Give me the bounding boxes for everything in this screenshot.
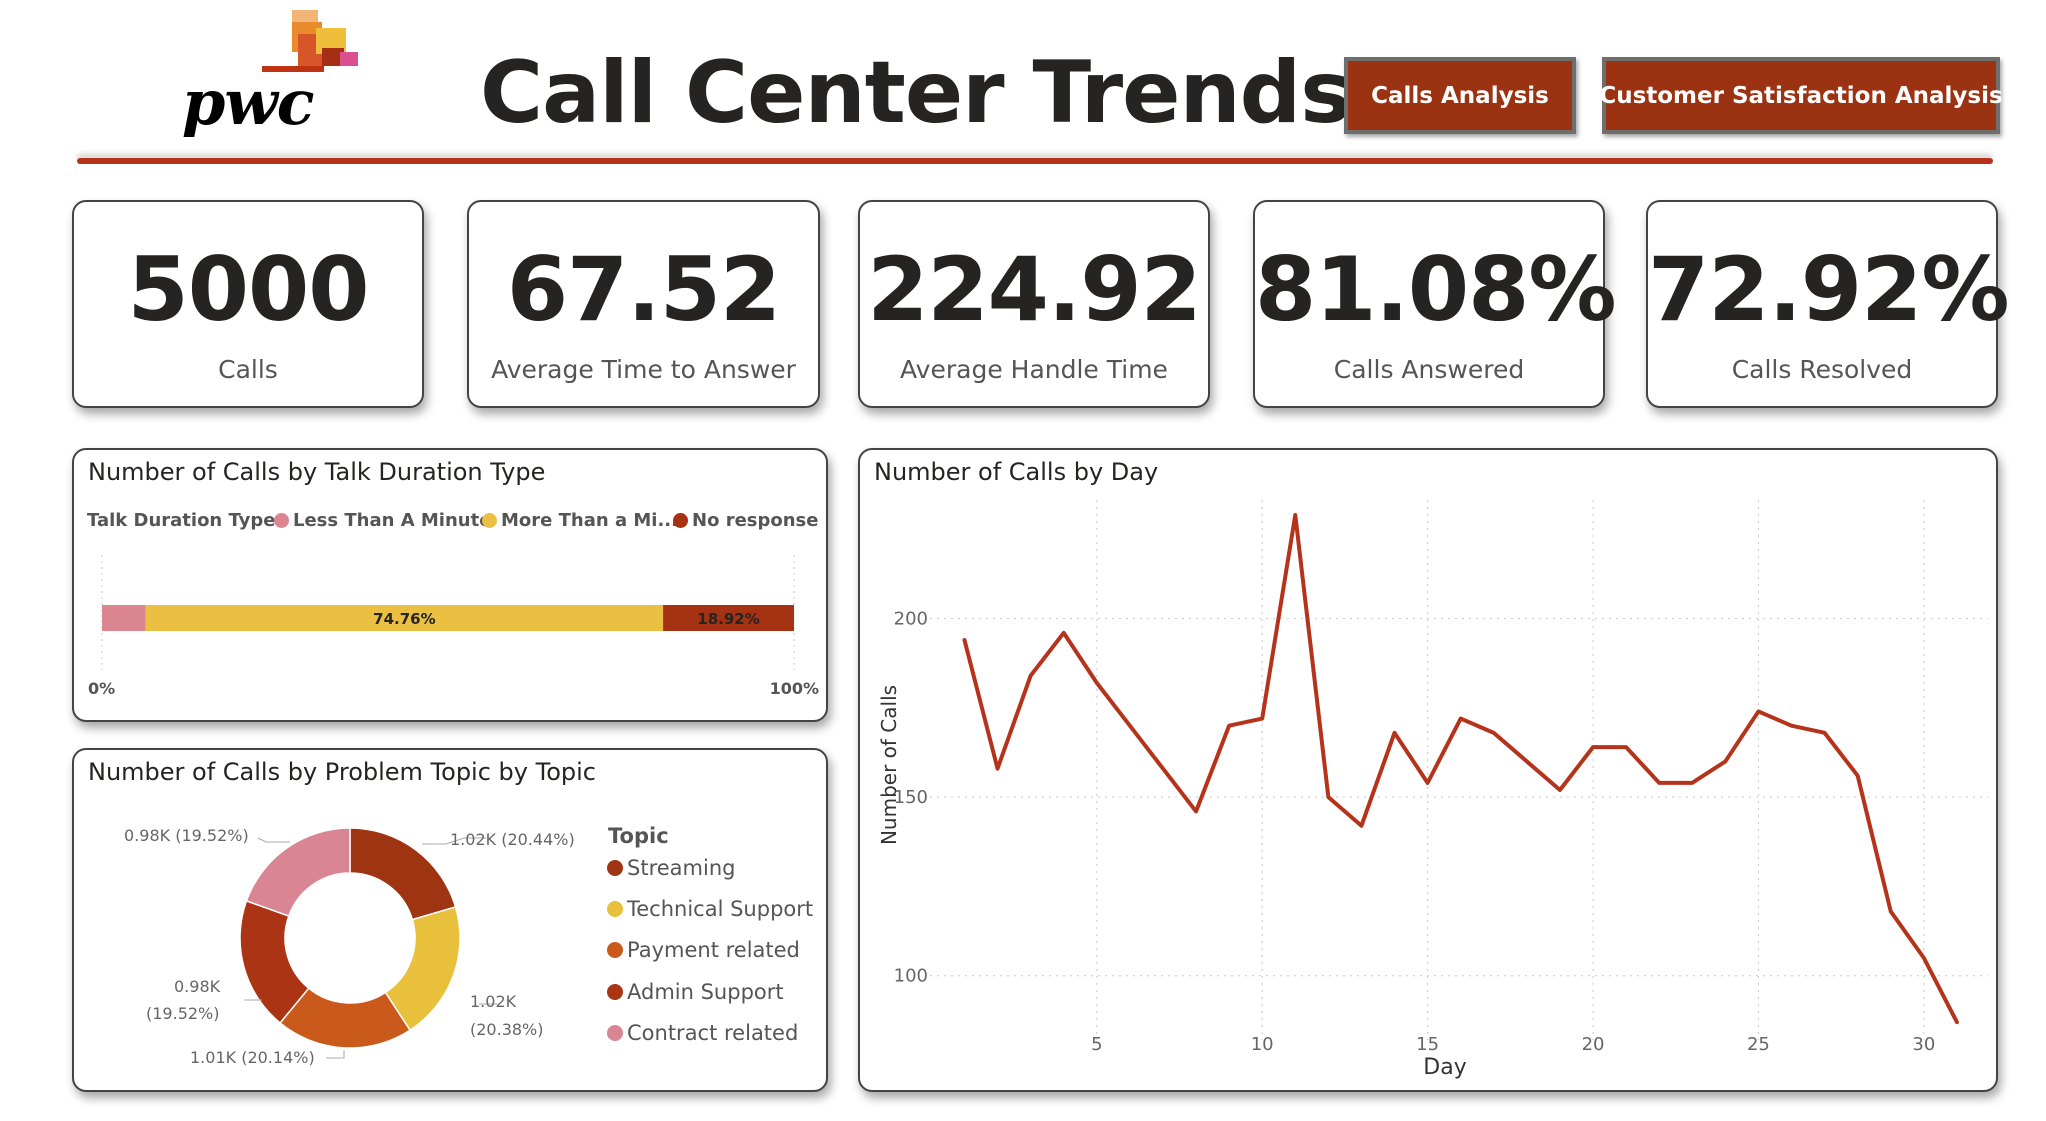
legend-dot-icon: [673, 513, 688, 528]
bar-data-label: 74.76%: [373, 610, 435, 628]
legend-label: Payment related: [627, 938, 800, 962]
kpi-label: Calls: [218, 355, 278, 384]
legend-item-streaming[interactable]: Streaming: [607, 856, 735, 880]
kpi-card-calls: 5000 Calls: [72, 200, 424, 408]
leader-line: [326, 1050, 345, 1059]
kpi-label: Calls Answered: [1333, 355, 1525, 384]
donut-slice-contract-related[interactable]: [245, 827, 351, 918]
legend-item-payment-related[interactable]: Payment related: [607, 938, 800, 962]
legend-label: Admin Support: [627, 980, 784, 1004]
kpi-card-calls-answered: 81.08% Calls Answered: [1253, 200, 1617, 408]
legend-item-admin-support[interactable]: Admin Support: [607, 980, 784, 1004]
legend-dot-icon: [274, 513, 289, 528]
header-divider: [77, 158, 1993, 164]
kpi-value: 5000: [127, 238, 370, 341]
legend-item-contract-related[interactable]: Contract related: [607, 1021, 798, 1045]
series-line-number-of-calls: [962, 513, 1959, 1025]
legend-dot-icon: [607, 1025, 623, 1041]
legend-item-technical-support[interactable]: Technical Support: [607, 897, 813, 921]
topic-legend-title: Topic: [608, 824, 669, 848]
page-title: Call Center Trends: [480, 43, 1351, 143]
slice-label-admin-value: 0.98K: [174, 977, 221, 996]
y-axis-label: Number of Calls: [877, 685, 901, 845]
problem-topic-panel: Number of Calls by Problem Topic by Topi…: [72, 748, 828, 1092]
x-tick-label: 15: [1416, 1034, 1439, 1055]
kpi-value: 224.92: [867, 238, 1202, 341]
kpi-label: Average Time to Answer: [491, 355, 796, 384]
legend-label: No response: [692, 510, 819, 531]
kpi-value: 67.52: [506, 238, 781, 341]
slice-label-streaming: 1.02K (20.44%): [450, 830, 575, 849]
talk-duration-panel: Number of Calls by Talk Duration Type Ta…: [72, 448, 828, 722]
kpi-value: 72.92%: [1648, 238, 2010, 341]
legend-item-no-response[interactable]: No response: [673, 510, 818, 531]
x-axis-label: Day: [1423, 1055, 1466, 1080]
calls-by-day-title: Number of Calls by Day: [874, 458, 1159, 486]
x-tick-label: 5: [1091, 1034, 1102, 1055]
customer-satisfaction-label: Customer Satisfaction Analysis: [1599, 82, 2003, 109]
problem-topic-donut-chart: 1.02K (20.44%) 1.02K (20.38%) 1.01K (20.…: [124, 826, 575, 1067]
legend-dot-icon: [607, 984, 623, 1000]
bar-segment-less-than-a-minute[interactable]: [102, 605, 146, 631]
kpi-card-average-handle-time: 224.92 Average Handle Time: [858, 200, 1210, 408]
x-tick-label: 20: [1582, 1034, 1605, 1055]
legend-label: Contract related: [627, 1021, 799, 1045]
axis-max-label: 100%: [770, 679, 819, 698]
legend-item-more-than-a-minute[interactable]: More Than a Mi...: [482, 510, 678, 531]
y-tick-label: 150: [894, 787, 928, 808]
bar-segment-no-response[interactable]: [663, 605, 794, 631]
slice-label-technical-percent: (20.38%): [470, 1020, 544, 1039]
x-tick-label: 10: [1251, 1034, 1274, 1055]
donut-slice-streaming[interactable]: [349, 827, 457, 921]
x-tick-label: 25: [1747, 1034, 1770, 1055]
bar-data-label: 18.92%: [697, 610, 759, 628]
legend-dot-icon: [607, 942, 623, 958]
kpi-card-calls-resolved: 72.92% Calls Resolved: [1646, 200, 2010, 408]
legend-label: Streaming: [627, 856, 736, 880]
legend-label: Less Than A Minute: [293, 510, 492, 531]
legend-label: Technical Support: [627, 897, 814, 921]
slice-label-admin-percent: (19.52%): [146, 1004, 220, 1023]
logo-text: pwc: [182, 66, 314, 139]
leader-line: [422, 837, 486, 845]
slice-label-payment: 1.01K (20.14%): [190, 1048, 315, 1067]
kpi-card-average-time-to-answer: 67.52 Average Time to Answer: [467, 200, 820, 408]
x-tick-label: 30: [1912, 1034, 1935, 1055]
talk-duration-chart: 74.76% 18.92% 0% 100%: [88, 555, 819, 698]
kpi-label: Calls Resolved: [1731, 355, 1913, 384]
legend-dot-icon: [607, 860, 623, 876]
legend-dot-icon: [482, 513, 497, 528]
talk-duration-title: Number of Calls by Talk Duration Type: [88, 458, 546, 486]
kpi-value: 81.08%: [1255, 238, 1617, 341]
customer-satisfaction-analysis-button[interactable]: Customer Satisfaction Analysis: [1599, 57, 2003, 134]
problem-topic-title: Number of Calls by Problem Topic by Topi…: [88, 758, 596, 786]
kpi-label: Average Handle Time: [900, 355, 1168, 384]
y-tick-label: 200: [894, 609, 928, 630]
slice-label-technical-value: 1.02K: [470, 992, 517, 1011]
bar-segment-more-than-a-minute[interactable]: [145, 605, 664, 631]
y-tick-label: 100: [894, 966, 928, 987]
calls-analysis-label: Calls Analysis: [1371, 82, 1549, 109]
legend-item-less-than-a-minute[interactable]: Less Than A Minute: [274, 510, 491, 531]
pwc-logo: pwc: [180, 10, 360, 140]
leader-line: [257, 837, 290, 843]
calls-analysis-button[interactable]: Calls Analysis: [1344, 57, 1576, 134]
axis-min-label: 0%: [88, 679, 115, 698]
legend-dot-icon: [607, 901, 623, 917]
slice-label-contract: 0.98K (19.52%): [124, 826, 249, 845]
talk-duration-legend-title: Talk Duration Type: [87, 510, 276, 531]
calls-by-day-line-chart: 100 150 200 5 10 15 20 25 30 Day Number of Calls: [877, 500, 1988, 1080]
legend-label: More Than a Mi...: [501, 510, 678, 531]
calls-by-day-panel: Number of Calls by Day 100 150 200 5 10 15 20 2…: [858, 448, 1998, 1092]
